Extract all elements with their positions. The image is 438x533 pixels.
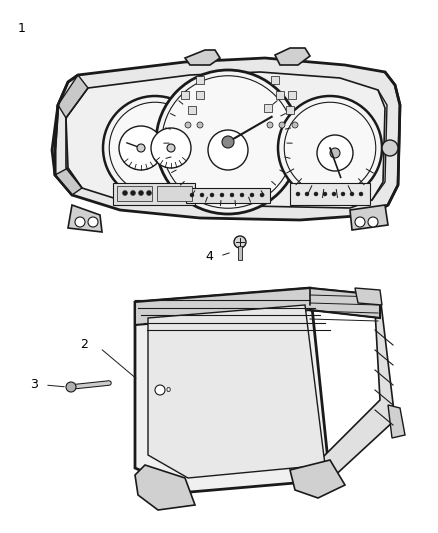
Circle shape	[341, 192, 345, 196]
Bar	[157, 186, 192, 201]
Polygon shape	[148, 305, 325, 478]
Polygon shape	[58, 75, 88, 118]
Circle shape	[88, 217, 98, 227]
Circle shape	[197, 122, 203, 128]
Bar	[290, 183, 370, 205]
Polygon shape	[135, 288, 380, 325]
Circle shape	[355, 217, 365, 227]
Bar	[196, 76, 204, 84]
Polygon shape	[135, 465, 195, 510]
Circle shape	[314, 192, 318, 196]
Polygon shape	[55, 168, 82, 195]
Text: 1: 1	[18, 22, 26, 35]
Circle shape	[167, 144, 175, 152]
Circle shape	[230, 193, 234, 197]
Polygon shape	[310, 288, 395, 480]
Circle shape	[284, 102, 376, 194]
Bar	[188, 106, 196, 114]
Bar	[271, 76, 279, 84]
Circle shape	[278, 96, 382, 200]
Circle shape	[155, 385, 165, 395]
Circle shape	[103, 96, 207, 200]
Bar	[117, 186, 152, 201]
Circle shape	[190, 193, 194, 197]
Bar	[276, 91, 284, 99]
Circle shape	[305, 192, 309, 196]
Circle shape	[222, 136, 234, 148]
Polygon shape	[66, 72, 385, 208]
Circle shape	[330, 148, 340, 158]
Polygon shape	[275, 48, 310, 65]
Polygon shape	[388, 405, 405, 438]
Circle shape	[292, 122, 298, 128]
Circle shape	[119, 126, 163, 170]
Circle shape	[279, 122, 285, 128]
Polygon shape	[350, 205, 388, 230]
Text: o: o	[165, 385, 170, 394]
Text: 3: 3	[30, 378, 38, 392]
Circle shape	[234, 236, 246, 248]
Bar	[186, 188, 270, 203]
Bar	[181, 91, 189, 99]
Circle shape	[210, 193, 214, 197]
Polygon shape	[290, 460, 345, 498]
Circle shape	[66, 382, 76, 392]
Circle shape	[250, 193, 254, 197]
Circle shape	[151, 128, 191, 168]
Circle shape	[208, 130, 248, 170]
Bar	[196, 91, 204, 99]
Polygon shape	[355, 288, 382, 305]
Polygon shape	[135, 288, 330, 492]
Circle shape	[382, 140, 398, 156]
Bar	[238, 246, 242, 260]
Bar	[286, 106, 294, 114]
Circle shape	[131, 190, 135, 196]
Polygon shape	[52, 58, 400, 220]
Circle shape	[317, 135, 353, 171]
Circle shape	[162, 76, 294, 208]
Circle shape	[296, 192, 300, 196]
Circle shape	[138, 190, 144, 196]
Circle shape	[359, 192, 363, 196]
Circle shape	[146, 190, 152, 196]
Circle shape	[350, 192, 354, 196]
Circle shape	[185, 122, 191, 128]
Circle shape	[220, 193, 224, 197]
Bar	[288, 91, 296, 99]
Text: 4: 4	[205, 249, 213, 262]
Polygon shape	[68, 205, 102, 232]
Circle shape	[368, 217, 378, 227]
Circle shape	[137, 144, 145, 152]
Bar	[264, 104, 272, 112]
Circle shape	[200, 193, 204, 197]
Circle shape	[240, 193, 244, 197]
Circle shape	[332, 192, 336, 196]
Circle shape	[123, 190, 127, 196]
Circle shape	[109, 102, 201, 194]
Circle shape	[323, 192, 327, 196]
Polygon shape	[185, 50, 220, 65]
Text: 2: 2	[80, 338, 88, 351]
Circle shape	[75, 217, 85, 227]
Circle shape	[260, 193, 264, 197]
Circle shape	[267, 122, 273, 128]
Circle shape	[156, 70, 300, 214]
Bar	[113, 183, 195, 205]
